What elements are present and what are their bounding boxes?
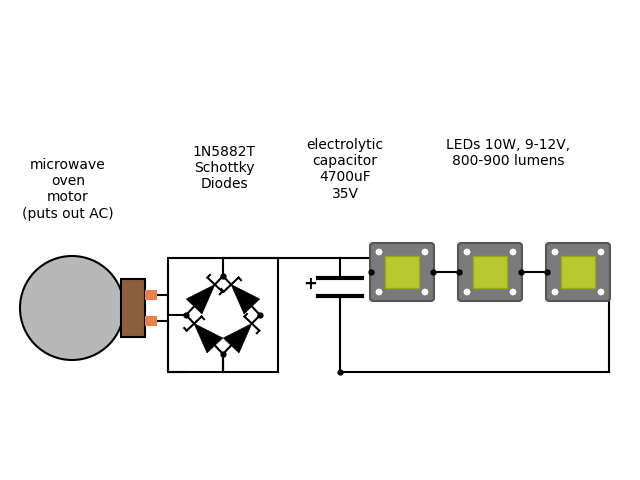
- Bar: [473, 256, 507, 288]
- Circle shape: [551, 248, 559, 256]
- Circle shape: [509, 288, 517, 296]
- Bar: [168, 258, 278, 372]
- Polygon shape: [223, 324, 252, 353]
- Bar: [145, 290, 157, 300]
- Circle shape: [597, 288, 605, 296]
- Circle shape: [20, 256, 124, 360]
- Bar: [385, 256, 419, 288]
- Bar: [145, 316, 157, 326]
- Circle shape: [421, 288, 429, 296]
- Circle shape: [463, 288, 471, 296]
- FancyBboxPatch shape: [458, 243, 522, 301]
- Text: microwave
oven
motor
(puts out AC): microwave oven motor (puts out AC): [22, 158, 114, 221]
- Text: +: +: [303, 275, 317, 293]
- Circle shape: [375, 288, 383, 296]
- Text: electrolytic
capacitor
4700uF
35V: electrolytic capacitor 4700uF 35V: [307, 138, 383, 201]
- Polygon shape: [186, 285, 215, 314]
- Text: LEDs 10W, 9-12V,
800-900 lumens: LEDs 10W, 9-12V, 800-900 lumens: [446, 138, 570, 168]
- Circle shape: [509, 248, 517, 256]
- FancyBboxPatch shape: [370, 243, 434, 301]
- Polygon shape: [194, 324, 223, 353]
- Text: 1N5882T
Schottky
Diodes: 1N5882T Schottky Diodes: [193, 145, 255, 192]
- Bar: [561, 256, 595, 288]
- Circle shape: [463, 248, 471, 256]
- Bar: [121, 279, 145, 337]
- FancyBboxPatch shape: [546, 243, 610, 301]
- Polygon shape: [231, 285, 260, 314]
- Circle shape: [551, 288, 559, 296]
- Circle shape: [597, 248, 605, 256]
- Circle shape: [375, 248, 383, 256]
- Circle shape: [421, 248, 429, 256]
